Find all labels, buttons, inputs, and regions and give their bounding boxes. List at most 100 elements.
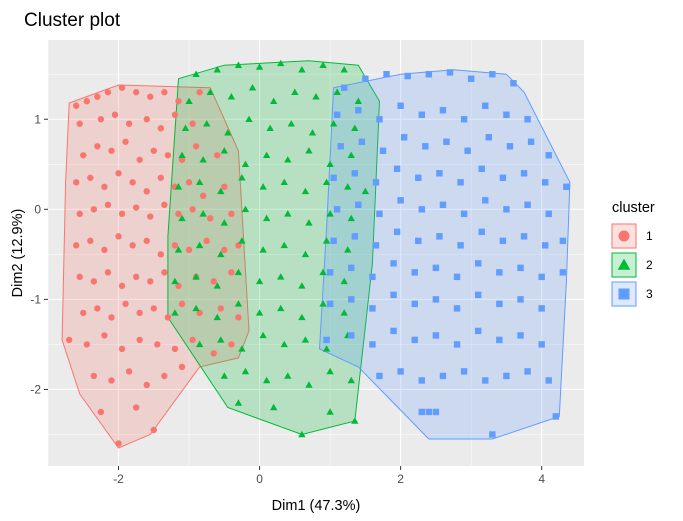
cluster-3-point [436, 233, 443, 240]
cluster-3-point [475, 260, 482, 267]
cluster-2-point [255, 309, 264, 316]
cluster-2-point [305, 147, 313, 154]
gridlines [47, 40, 584, 466]
cluster-1-point [199, 192, 207, 200]
cluster-2-point [220, 147, 228, 154]
cluster-2-point [192, 70, 200, 77]
cluster-1-point [115, 233, 122, 240]
cluster-1-point [171, 242, 179, 249]
y-tick-label: 0 [34, 202, 41, 216]
cluster-2-point [280, 340, 288, 348]
cluster-1-point [210, 350, 217, 357]
cluster-2-point [220, 372, 228, 379]
cluster-3-point [482, 102, 489, 109]
cluster-2-point [284, 372, 292, 379]
cluster-2-point [308, 129, 317, 136]
cluster-3-point [559, 269, 567, 276]
cluster-3-point [436, 170, 443, 177]
cluster-1-point [228, 269, 235, 276]
cluster-2-point [277, 304, 285, 312]
cluster-3-point [460, 368, 468, 375]
cluster-3-point [415, 237, 422, 245]
cluster-1-point [221, 183, 228, 191]
cluster-3-point [390, 327, 397, 335]
cluster-1-point [108, 147, 115, 154]
cluster-3-point [404, 72, 411, 80]
cluster-1-point [228, 210, 235, 218]
cluster-2-point [284, 156, 292, 163]
cluster-2-point [224, 129, 232, 136]
cluster-2-point [351, 124, 359, 132]
cluster-2-point [213, 282, 221, 289]
cluster-1-point [189, 206, 196, 213]
cluster-2-point [238, 174, 246, 181]
cluster-1-point [73, 179, 80, 186]
cluster-3-point [369, 305, 376, 312]
cluster-2-point [178, 214, 186, 222]
cluster-1-point [171, 345, 179, 353]
cluster-3-point [351, 170, 358, 177]
y-tick-label: 1 [34, 112, 41, 126]
cluster-hulls [61, 60, 571, 449]
cluster-2-point [344, 246, 352, 253]
cluster-1-point [192, 143, 200, 150]
cluster-1-point [189, 120, 196, 127]
cluster-2-point [174, 246, 183, 253]
cluster-3-point [524, 116, 531, 123]
cluster-3-point [496, 336, 503, 344]
cluster-1-point [76, 120, 83, 127]
cluster-1-hull [61, 84, 250, 449]
cluster-1-point [76, 210, 83, 218]
cluster-3-point [397, 197, 404, 204]
cluster-3-point [379, 147, 387, 154]
cluster-1-point [235, 314, 242, 321]
cluster-1-point [122, 138, 129, 145]
cluster-3-point [482, 197, 489, 204]
cluster-3-point [545, 152, 552, 159]
cluster-1-point [104, 89, 112, 96]
cluster-2-point [171, 309, 179, 316]
cluster-3-point [457, 179, 464, 186]
cluster-1-point [235, 242, 242, 249]
cluster-3-point [489, 71, 496, 78]
cluster-2-point [347, 214, 355, 222]
cluster-2-point [270, 97, 278, 105]
cluster-1-point [104, 269, 112, 276]
cluster-1-point [87, 237, 94, 245]
cluster-1-point [221, 246, 228, 254]
cluster-3-point [358, 138, 366, 145]
x-tick-label: 4 [538, 472, 545, 486]
cluster-2-point [301, 187, 310, 195]
cluster-3-point [538, 305, 545, 312]
cluster-2-point [227, 93, 236, 100]
legend-label-1: 1 [646, 229, 653, 243]
cluster-3-point [499, 174, 507, 181]
cluster-1-point [189, 336, 196, 344]
cluster-1-point [147, 213, 154, 220]
cluster-3-point [552, 413, 559, 420]
cluster-1-point [136, 336, 143, 344]
cluster-2-point [340, 277, 348, 285]
cluster-3-point [432, 296, 440, 303]
cluster-3-hull [318, 69, 571, 440]
cluster-1-point [118, 84, 126, 91]
cluster-1-point [164, 152, 172, 159]
cluster-2-point [305, 219, 313, 226]
cluster-3-point [372, 242, 380, 249]
cluster-2-point [329, 120, 338, 127]
cluster-2-point [259, 183, 267, 190]
cluster-3-point [503, 206, 510, 213]
cluster-1-point [132, 273, 140, 281]
cluster-2-point [298, 282, 306, 289]
cluster-2-point [326, 367, 334, 375]
cluster-3-point [411, 336, 418, 344]
cluster-3-point [376, 116, 383, 123]
cluster-1-point [207, 215, 214, 222]
cluster-3-point [496, 269, 503, 276]
cluster-2-point [301, 250, 310, 258]
cluster-3-point [376, 210, 383, 218]
cluster-3-point [372, 179, 380, 186]
cluster-1-point [101, 246, 108, 254]
cluster-2-point [305, 381, 313, 388]
cluster-2-point [340, 309, 348, 316]
